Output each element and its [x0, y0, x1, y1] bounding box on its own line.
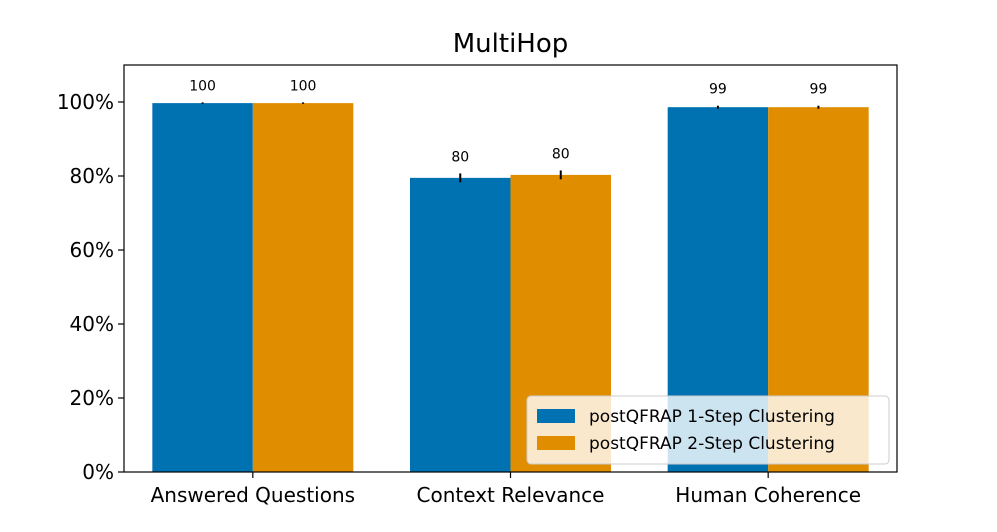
y-tick-label: 40% — [70, 312, 114, 336]
x-tick-label: Human Coherence — [675, 483, 861, 507]
legend-label: postQFRAP 1-Step Clustering — [589, 407, 835, 427]
x-tick-label: Context Relevance — [417, 483, 605, 507]
legend-label: postQFRAP 2-Step Clustering — [589, 434, 835, 454]
y-tick-label: 80% — [70, 164, 114, 188]
bar-1-2 — [410, 177, 511, 472]
x-tick-label: Answered Questions — [151, 483, 355, 507]
error-bars-group — [201, 102, 820, 183]
y-axis: 0% 20% 40% 60% 80% 100% — [57, 90, 124, 484]
data-label: 100 — [290, 78, 317, 94]
bar-1-1 — [152, 103, 253, 473]
bar-2-1 — [252, 103, 354, 473]
legend-swatch — [537, 436, 575, 450]
legend-box — [526, 395, 890, 465]
data-label: 80 — [552, 146, 570, 162]
legend: postQFRAP 1-Step Clustering postQFRAP 2-S… — [526, 395, 890, 465]
x-axis: Answered Questions Context Relevance Human… — [151, 472, 861, 507]
chart-title: MultiHop — [453, 29, 569, 59]
data-label: 99 — [709, 82, 727, 98]
data-label: 99 — [810, 82, 828, 98]
y-tick-label: 60% — [70, 238, 114, 262]
data-labels-group: 100 80 99 100 80 99 — [189, 78, 827, 165]
y-tick-label: 0% — [82, 460, 114, 484]
y-tick-label: 100% — [57, 90, 114, 114]
data-label: 80 — [451, 149, 469, 165]
data-label: 100 — [189, 78, 216, 94]
legend-swatch — [537, 409, 575, 423]
y-tick-label: 20% — [70, 386, 114, 410]
